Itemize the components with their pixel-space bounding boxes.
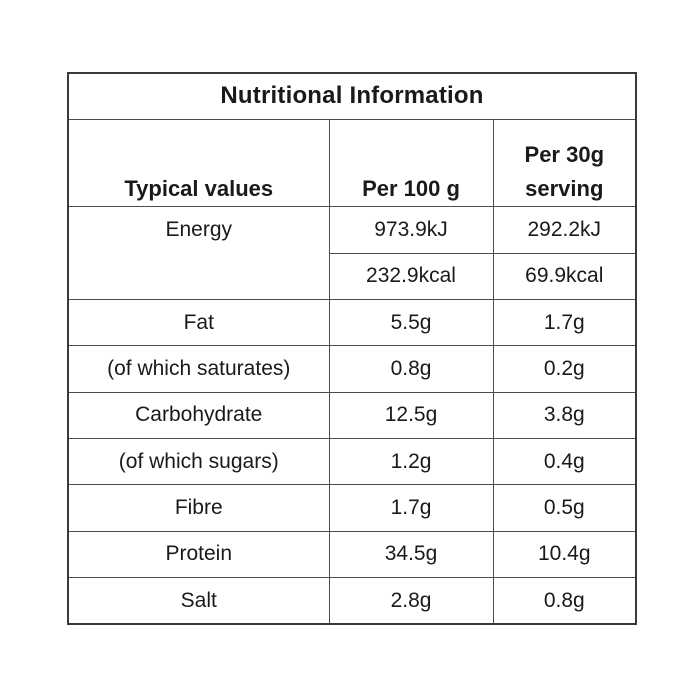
nutritional-information-table: Nutritional Information Typical values P…	[67, 72, 638, 625]
table-row-sugars: (of which sugars) 1.2g 0.4g	[67, 438, 637, 486]
row-label-fat: Fat	[67, 299, 330, 347]
row-label-salt: Salt	[67, 577, 330, 625]
value-protein-per30: 10.4g	[492, 530, 637, 579]
value-saturates-per30: 0.2g	[492, 345, 637, 393]
value-fibre-per100: 1.7g	[328, 484, 494, 532]
value-protein-per100: 34.5g	[328, 530, 494, 579]
value-energy-kj-per30: 292.2kJ	[492, 206, 637, 254]
row-label-energy: Energy	[67, 206, 330, 301]
value-sugars-per100: 1.2g	[328, 438, 494, 486]
value-saturates-per100: 0.8g	[328, 345, 494, 393]
value-energy-kcal-per100: 232.9kcal	[328, 252, 494, 301]
row-label-carbohydrate: Carbohydrate	[67, 391, 330, 440]
value-fat-per100: 5.5g	[328, 299, 494, 347]
column-header-typical-values: Typical values	[67, 118, 330, 208]
table-row-fibre: Fibre 1.7g 0.5g	[67, 484, 637, 532]
row-label-saturates: (of which saturates)	[67, 345, 330, 393]
row-label-fibre: Fibre	[67, 484, 330, 532]
value-carbohydrate-per30: 3.8g	[492, 391, 637, 440]
value-salt-per30: 0.8g	[492, 577, 637, 625]
table-row-energy-kcal: 232.9kcal 69.9kcal	[68, 252, 637, 301]
value-sugars-per30: 0.4g	[492, 438, 637, 486]
table-row-saturates: (of which saturates) 0.8g 0.2g	[67, 345, 637, 393]
row-label-protein: Protein	[67, 530, 330, 579]
value-fat-per30: 1.7g	[492, 299, 637, 347]
table-row-fat: Fat 5.5g 1.7g	[67, 299, 637, 347]
title-row: Nutritional Information	[67, 72, 637, 120]
row-label-sugars: (of which sugars)	[67, 438, 330, 486]
value-fibre-per30: 0.5g	[492, 484, 637, 532]
table-row-protein: Protein 34.5g 10.4g	[67, 530, 637, 579]
column-header-per-30g-serving: Per 30g serving	[492, 118, 637, 208]
table-title: Nutritional Information	[67, 72, 637, 120]
table-row-energy-kj: Energy 973.9kJ 292.2kJ	[67, 206, 637, 301]
table-row-salt: Salt 2.8g 0.8g	[67, 577, 637, 625]
table-row-carbohydrate: Carbohydrate 12.5g 3.8g	[67, 391, 637, 440]
value-energy-kj-per100: 973.9kJ	[328, 206, 494, 254]
header-row: Typical values Per 100 g Per 30g serving	[67, 118, 637, 208]
value-carbohydrate-per100: 12.5g	[328, 391, 494, 440]
value-salt-per100: 2.8g	[328, 577, 494, 625]
column-header-per-100g: Per 100 g	[328, 118, 494, 208]
value-energy-kcal-per30: 69.9kcal	[492, 252, 637, 301]
